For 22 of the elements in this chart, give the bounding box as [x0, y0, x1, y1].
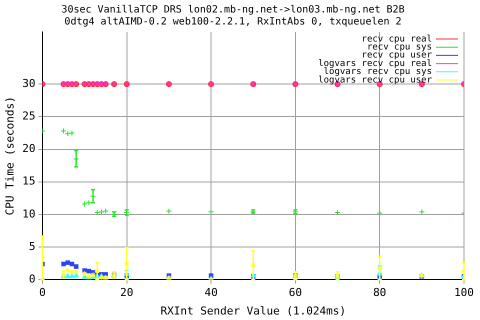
- y-tick-label: 15: [22, 174, 36, 188]
- y-tick-label: 10: [22, 207, 36, 220]
- legend-label: logvars recv cpu sys: [324, 67, 432, 78]
- x-tick-label: 60: [288, 286, 302, 300]
- x-tick-label: 20: [120, 286, 134, 300]
- y-axis-title: CPU Time (seconds): [3, 96, 16, 216]
- y-tick-label: 20: [22, 142, 36, 156]
- x-axis-title: RXInt Sender Value (1.024ms): [160, 304, 346, 318]
- legend-label: logvars recv cpu user: [318, 75, 433, 86]
- legend-label: recv cpu real: [362, 34, 432, 44]
- x-tick-label: 0: [39, 286, 46, 300]
- y-tick-label: 25: [22, 110, 36, 123]
- y-tick-label: 30: [22, 76, 36, 90]
- chart-subtitle: 0dtg4 altAIMD-0.2 web100-2.2.1, RxIntAbs 0, txqueuelen 2: [64, 16, 402, 28]
- legend-label: recv cpu sys: [366, 42, 432, 53]
- chart-title: 30sec VanillaTCP DRS lon02.mb-ng.net->lon03.mb-ng.net B2B: [61, 4, 405, 16]
- y-tick-label: 0: [28, 272, 36, 286]
- x-tick-label: 40: [204, 286, 218, 300]
- x-tick-label: 100: [454, 286, 474, 300]
- y-tick-label: 5: [28, 240, 36, 253]
- legend-label: logvars recv cpu real: [318, 58, 432, 69]
- x-tick-label: 80: [373, 286, 386, 300]
